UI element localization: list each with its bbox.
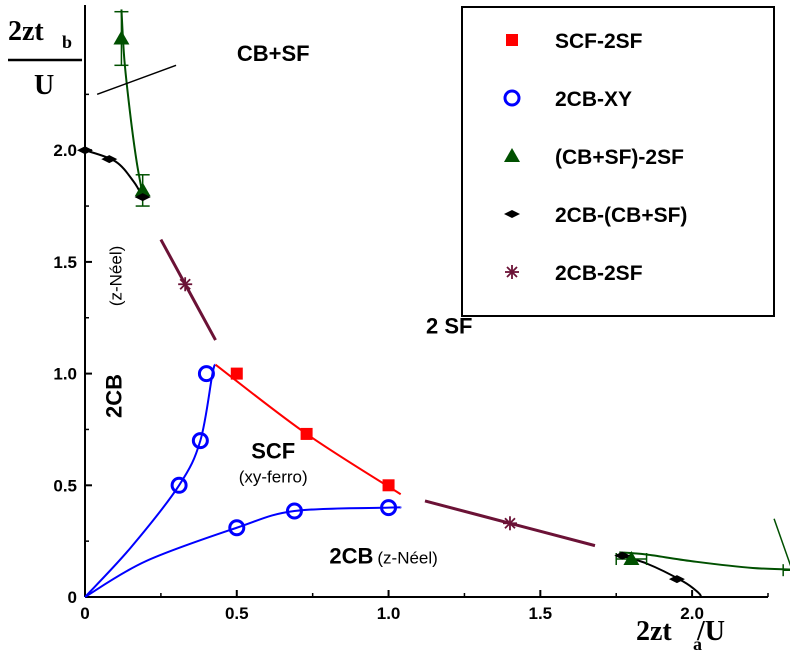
scf_2sf-point <box>382 479 395 492</box>
legend-marker-twocb_2sf <box>506 266 518 278</box>
twocb_2sf-boundary-curve <box>159 238 217 341</box>
twocb_cbsf-point <box>101 155 118 164</box>
twocb_2sf-point <box>179 278 191 290</box>
twocb_cbsf-point <box>134 193 151 202</box>
y-axis-title: 2zt b U <box>8 16 82 101</box>
region-twocb_left: 2CB (z-Néel) <box>101 246 126 418</box>
y-tick-label: 0.5 <box>53 476 77 495</box>
twocb_cbsf-point <box>614 551 631 560</box>
x-axis-title-sub: a <box>693 634 702 654</box>
legend-marker-twocb_cbsf <box>504 210 520 218</box>
x-axis-title-tail: /U <box>696 616 725 647</box>
regions-layer: CB+SF2 SFSCF(xy-ferro)2CB(z-Néel)CB+SF2C… <box>101 41 472 569</box>
twocb_cbsf-point <box>668 575 685 584</box>
legend-label-cbsf_2sf: (CB+SF)-2SF <box>555 146 684 169</box>
legend-label-twocb_xy: 2CB-XY <box>555 88 632 111</box>
y-tick-label: 2.0 <box>53 141 77 160</box>
boundary-tick-segment <box>773 518 790 567</box>
xy-lower-fit-curve <box>84 506 402 598</box>
legend-marker-scf_2sf <box>506 34 518 46</box>
x-tick-label: 0.5 <box>225 604 249 623</box>
twocb_xy-point <box>380 499 398 517</box>
twocb_cbsf-point <box>77 146 93 155</box>
region-twocb_bottom-sub: (z-Néel) <box>377 548 437 567</box>
y-axis-title-sub: b <box>62 32 72 52</box>
y-tick-label: 1.0 <box>53 365 77 384</box>
region-scf-label: SCF <box>251 438 295 463</box>
region-twocb_bottom-label: 2CB <box>329 543 373 568</box>
region-cbsf_top-label: CB+SF <box>237 41 310 66</box>
x-tick-label: 1.0 <box>377 604 401 623</box>
twocb_cbsf-boundary-curve <box>84 149 144 198</box>
x-tick-label: 0 <box>80 604 89 623</box>
x-axis-title-main: 2zt <box>636 616 672 647</box>
legend-label-twocb_cbsf: 2CB-(CB+SF) <box>555 204 687 227</box>
cbsf_2sf-point <box>134 182 151 197</box>
y-axis-title-main: 2zt <box>8 16 44 47</box>
legend-label-scf_2sf: SCF-2SF <box>555 30 643 53</box>
y-tick-label: 1.5 <box>53 253 77 272</box>
legend-box <box>461 6 775 317</box>
plot-area: 0 0.5 1.0 1.5 2.0 0 0.5 1.0 1.5 2.0 <box>53 5 769 623</box>
twocb_xy-point <box>285 502 303 520</box>
twocb_xy-point <box>197 365 215 383</box>
legend-marker-twocb_xy <box>503 89 521 107</box>
region-twocb_left-label: 2CB <box>101 374 126 418</box>
scf_2sf-point <box>230 367 243 380</box>
x-tick-label: 2.0 <box>680 604 704 623</box>
legend: SCF-2SF 2CB-XY (CB+SF)-2SF 2CB-(CB+SF) 2CB-2… <box>461 6 775 317</box>
cbsf_2sf-point <box>113 30 130 45</box>
twocb_2sf-point <box>504 517 516 529</box>
y-axis-title-denominator: U <box>34 70 54 101</box>
data-layer <box>77 9 790 598</box>
region-scf-sub: (xy-ferro) <box>239 467 308 486</box>
cbsf_2sf-point <box>623 551 640 566</box>
twocb_xy-point <box>170 476 188 494</box>
region-twosf-label: 2 SF <box>426 313 472 338</box>
twocb_xy-point <box>191 432 209 450</box>
scf_2sf-point <box>300 427 313 440</box>
twocb_xy-point <box>228 519 246 537</box>
y-tick-label: 0 <box>68 588 77 607</box>
legend-label-twocb_2sf: 2CB-2SF <box>555 262 643 285</box>
x-axis-title: 2zt a /U <box>636 616 725 654</box>
region-twocb_left-sub: (z-Néel) <box>106 246 125 306</box>
legend-marker-cbsf_2sf <box>504 148 520 162</box>
boundary-tick-segment <box>96 64 177 96</box>
x-tick-label: 1.5 <box>529 604 553 623</box>
